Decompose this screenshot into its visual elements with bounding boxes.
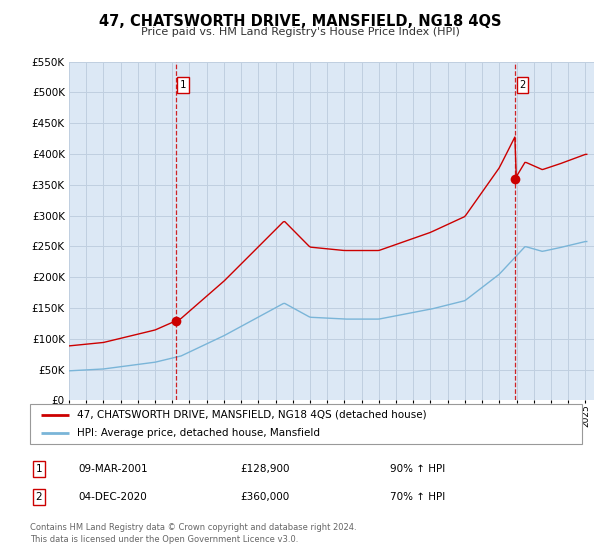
Text: 90% ↑ HPI: 90% ↑ HPI (390, 464, 445, 474)
Text: 1: 1 (180, 80, 186, 90)
Text: Price paid vs. HM Land Registry's House Price Index (HPI): Price paid vs. HM Land Registry's House … (140, 27, 460, 37)
Text: 2: 2 (520, 80, 526, 90)
Text: 70% ↑ HPI: 70% ↑ HPI (390, 492, 445, 502)
Text: 1: 1 (35, 464, 43, 474)
Text: £128,900: £128,900 (240, 464, 290, 474)
Text: HPI: Average price, detached house, Mansfield: HPI: Average price, detached house, Mans… (77, 428, 320, 438)
Text: £360,000: £360,000 (240, 492, 289, 502)
Text: 04-DEC-2020: 04-DEC-2020 (78, 492, 147, 502)
FancyBboxPatch shape (30, 404, 582, 444)
Text: 09-MAR-2001: 09-MAR-2001 (78, 464, 148, 474)
Text: This data is licensed under the Open Government Licence v3.0.: This data is licensed under the Open Gov… (30, 535, 298, 544)
Text: 47, CHATSWORTH DRIVE, MANSFIELD, NG18 4QS (detached house): 47, CHATSWORTH DRIVE, MANSFIELD, NG18 4Q… (77, 410, 427, 419)
Text: Contains HM Land Registry data © Crown copyright and database right 2024.: Contains HM Land Registry data © Crown c… (30, 523, 356, 533)
Text: 47, CHATSWORTH DRIVE, MANSFIELD, NG18 4QS: 47, CHATSWORTH DRIVE, MANSFIELD, NG18 4Q… (99, 14, 501, 29)
Text: 2: 2 (35, 492, 43, 502)
